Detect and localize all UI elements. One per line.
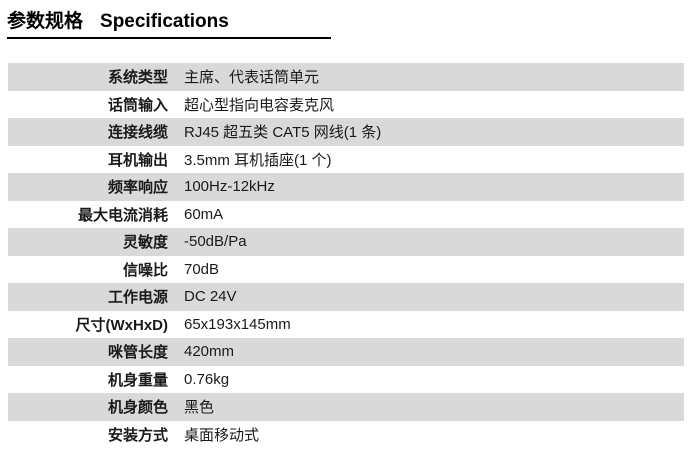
spec-value: RJ45 超五类 CAT5 网线(1 条): [184, 124, 382, 142]
table-row: 机身颜色 黑色: [8, 393, 684, 421]
spec-value: 超心型指向电容麦克风: [184, 96, 335, 114]
table-row: 灵敏度 -50dB/Pa: [8, 228, 684, 256]
spec-label: 灵敏度: [122, 234, 168, 252]
table-row: 信噪比 70dB: [8, 256, 684, 284]
spec-label: 频率响应: [107, 179, 168, 197]
spec-table: 系统类型 主席、代表话筒单元 话筒输入 超心型指向电容麦克风 连接线缆 RJ45…: [8, 63, 684, 448]
spec-label: 咪管长度: [107, 344, 168, 362]
table-row: 系统类型 主席、代表话筒单元: [8, 63, 684, 91]
table-row: 咪管长度 420mm: [8, 338, 684, 366]
page-title: 参数规格 Specifications: [7, 10, 331, 33]
spec-value: 70dB: [184, 260, 220, 278]
table-row: 尺寸(WxHxD) 65x193x145mm: [8, 311, 684, 339]
spec-label: 最大电流消耗: [77, 206, 168, 224]
spec-label: 工作电源: [107, 289, 168, 307]
page-title-block: 参数规格 Specifications: [7, 10, 331, 39]
spec-value: 65x193x145mm: [184, 315, 291, 333]
spec-value: 桌面移动式: [184, 426, 260, 444]
spec-value: 60mA: [184, 205, 224, 223]
page-title-zh: 参数规格: [7, 11, 84, 32]
table-row: 话筒输入 超心型指向电容麦克风: [8, 91, 684, 119]
spec-value: 0.76kg: [184, 370, 230, 388]
spec-value: DC 24V: [184, 288, 237, 306]
spec-value: -50dB/Pa: [184, 233, 247, 251]
specifications-page: 参数规格 Specifications 系统类型 主席、代表话筒单元 话筒输入 超…: [0, 10, 696, 456]
table-row: 频率响应 100Hz-12kHz: [8, 173, 684, 201]
page-title-en: Specifications: [100, 11, 229, 32]
spec-label: 连接线缆: [107, 124, 168, 142]
spec-value: 主席、代表话筒单元: [184, 69, 320, 87]
spec-value: 黑色: [184, 399, 215, 417]
table-row: 连接线缆 RJ45 超五类 CAT5 网线(1 条): [8, 118, 684, 146]
spec-label: 话筒输入: [107, 96, 168, 114]
spec-value: 3.5mm 耳机插座(1 个): [184, 151, 332, 169]
table-row: 耳机输出 3.5mm 耳机插座(1 个): [8, 146, 684, 174]
table-row: 安装方式 桌面移动式: [8, 421, 684, 449]
spec-value: 420mm: [184, 343, 235, 361]
spec-label: 尺寸(WxHxD): [75, 316, 169, 334]
spec-label: 机身重量: [107, 371, 168, 389]
spec-label: 信噪比: [122, 261, 168, 279]
table-row: 最大电流消耗 60mA: [8, 201, 684, 229]
spec-label: 耳机输出: [107, 151, 168, 169]
table-row: 机身重量 0.76kg: [8, 366, 684, 394]
spec-label: 机身颜色: [107, 399, 168, 417]
spec-value: 100Hz-12kHz: [184, 178, 275, 196]
spec-label: 安装方式: [107, 426, 168, 444]
spec-label: 系统类型: [107, 69, 168, 87]
table-row: 工作电源 DC 24V: [8, 283, 684, 311]
